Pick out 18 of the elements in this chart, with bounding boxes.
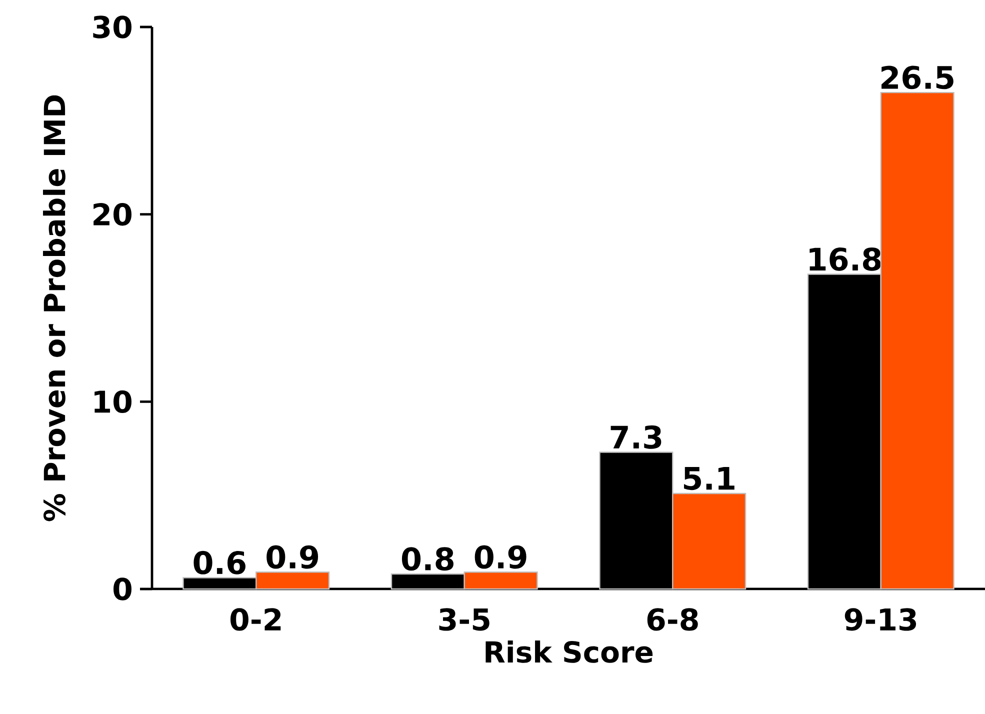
- data-label: 16.8: [810, 247, 881, 271]
- data-label: 7.3: [610, 425, 662, 449]
- y-tick-label: 0: [114, 578, 132, 600]
- data-label: 26.5: [882, 66, 954, 90]
- data-label: 0.8: [402, 547, 454, 571]
- y-tick-label: 30: [93, 16, 132, 38]
- data-label: 0.9: [266, 545, 318, 569]
- x-tick-label: 6-8: [647, 608, 698, 631]
- data-label: 0.6: [194, 550, 246, 574]
- y-tick-label: 10: [94, 390, 132, 414]
- y-tick-label: 20: [94, 202, 132, 226]
- data-label: 5.1: [684, 467, 734, 490]
- x-tick-label: 0-2: [230, 608, 281, 631]
- y-axis-title: % Proven or Probable IMD: [42, 95, 66, 522]
- data-label: 0.9: [474, 545, 526, 569]
- x-tick-label: 3-5: [439, 608, 490, 631]
- x-axis-title: Risk Score: [486, 640, 653, 663]
- x-tick-label: 9-13: [844, 608, 916, 631]
